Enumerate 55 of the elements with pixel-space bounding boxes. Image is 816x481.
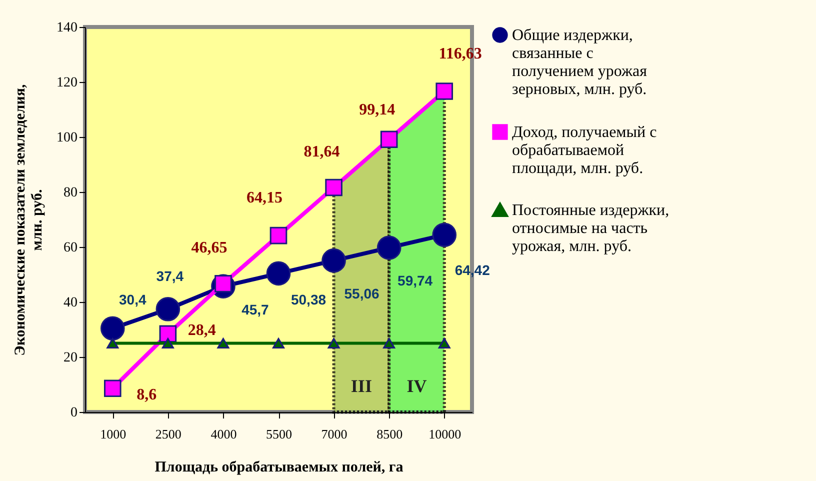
- data-label: 55,06: [344, 286, 380, 302]
- data-label: 37,4: [156, 268, 184, 284]
- data-label: 81,64: [304, 143, 340, 160]
- point: [380, 130, 398, 148]
- point: [270, 226, 288, 244]
- point: [100, 316, 125, 341]
- y-tick-label: 20: [64, 350, 78, 366]
- y-tick-label: 80: [64, 186, 78, 200]
- y-tick-label: 40: [64, 296, 78, 310]
- y-tick-label: 140: [56, 20, 78, 36]
- legend-label: Общие издержки, связанные с получением урожая зерновых, млн. руб.: [512, 27, 648, 98]
- y-tick-label: 120: [56, 76, 78, 90]
- point: [432, 222, 457, 247]
- data-label: 116,63: [438, 45, 482, 62]
- x-tick-label: 1000: [100, 426, 126, 442]
- x-axis-title: Площадь обрабатываемых полей, га: [154, 460, 404, 476]
- data-label: 64,42: [454, 262, 490, 278]
- legend-label: Доход, получаемый с обрабатываемой площади, млн. руб.: [512, 124, 657, 177]
- data-label: 45,7: [242, 301, 270, 318]
- band-label: IV: [406, 376, 427, 396]
- data-label: 28,4: [188, 322, 216, 339]
- point: [217, 338, 230, 349]
- point: [436, 82, 454, 100]
- y-tick-label: 0: [70, 406, 78, 420]
- point: [322, 248, 346, 273]
- data-label: 59,74: [398, 272, 433, 289]
- point: [376, 236, 402, 260]
- data-label: 30,4: [119, 291, 146, 308]
- band-label: III: [350, 376, 372, 396]
- point: [104, 380, 122, 398]
- point: [106, 338, 119, 349]
- x-tick-label: 7000: [321, 426, 348, 442]
- point: [156, 297, 180, 322]
- y-axis-title: Экономические показатели земледелия, млн. руб.: [12, 84, 46, 356]
- data-label: 46,65: [191, 240, 228, 257]
- point: [328, 338, 340, 349]
- point: [438, 338, 450, 349]
- y-tick-label: 100: [56, 130, 78, 146]
- data-label: 64,15: [246, 190, 282, 207]
- point: [272, 338, 284, 349]
- legend-label: Постоянные издержки, относимые на часть урожая, млн. руб.: [512, 202, 670, 255]
- x-tick-label: 5500: [266, 426, 292, 442]
- data-label: 50,38: [290, 291, 326, 308]
- point: [325, 178, 342, 196]
- data-label: 8,6: [136, 386, 157, 404]
- point: [266, 261, 291, 286]
- point: [159, 325, 177, 343]
- point: [383, 338, 396, 349]
- x-tick-label: 8500: [376, 426, 403, 442]
- data-label: 99,14: [359, 101, 396, 118]
- x-tick-label: 4000: [210, 426, 237, 442]
- y-tick-label: 60: [64, 240, 78, 256]
- x-tick-label: 10000: [428, 426, 462, 442]
- point: [162, 338, 174, 349]
- x-tick-label: 2500: [155, 426, 182, 442]
